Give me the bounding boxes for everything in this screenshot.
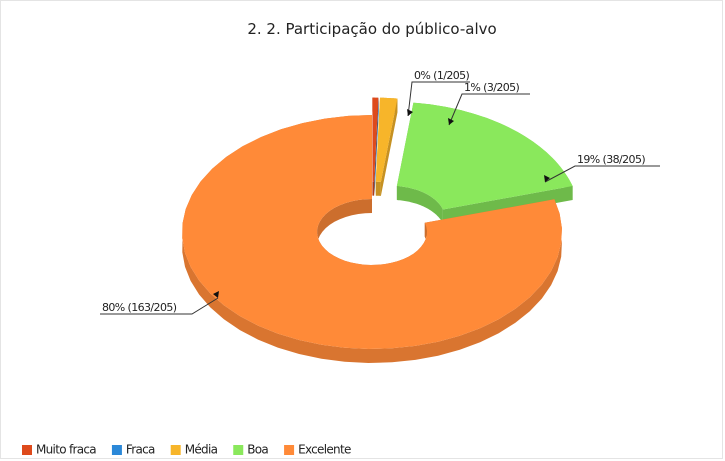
legend-swatch — [170, 445, 181, 455]
slice — [396, 102, 573, 210]
leader-line — [544, 165, 660, 183]
slice-inner-side — [372, 181, 375, 196]
data-label: 80% (163/205) — [102, 301, 177, 314]
slice — [375, 97, 398, 182]
leader-line — [448, 93, 530, 126]
leader-arrow — [213, 291, 219, 298]
legend-label: Boa — [247, 443, 268, 457]
legend-swatch — [22, 445, 32, 455]
data-label: 19% (38/205) — [577, 153, 645, 166]
leader-arrow — [544, 175, 550, 182]
slice-tops — [182, 97, 573, 349]
data-label: 1% (3/205) — [464, 81, 520, 94]
legend-swatch — [284, 445, 295, 455]
slice-inner-side — [375, 181, 381, 196]
legend-label: Média — [185, 443, 218, 457]
legend-swatch — [233, 445, 244, 455]
slice-edge — [374, 97, 379, 196]
legend-label: Muito fraca — [36, 443, 96, 457]
legend-swatch — [111, 445, 122, 455]
slice — [372, 97, 379, 182]
leader-arrow — [448, 118, 454, 125]
chart-title: 2. 2. Participação do público-alvo — [247, 20, 496, 38]
data-label: 0% (1/205) — [414, 69, 470, 82]
slice — [182, 115, 562, 349]
slice-inner-side — [396, 186, 443, 224]
legend-label: Excelente — [298, 443, 351, 457]
slice-inner-sides — [317, 181, 443, 279]
legend-label: Fraca — [126, 443, 155, 457]
leader-line — [407, 81, 470, 117]
leader-arrow — [407, 109, 413, 116]
leader-line — [100, 297, 219, 315]
